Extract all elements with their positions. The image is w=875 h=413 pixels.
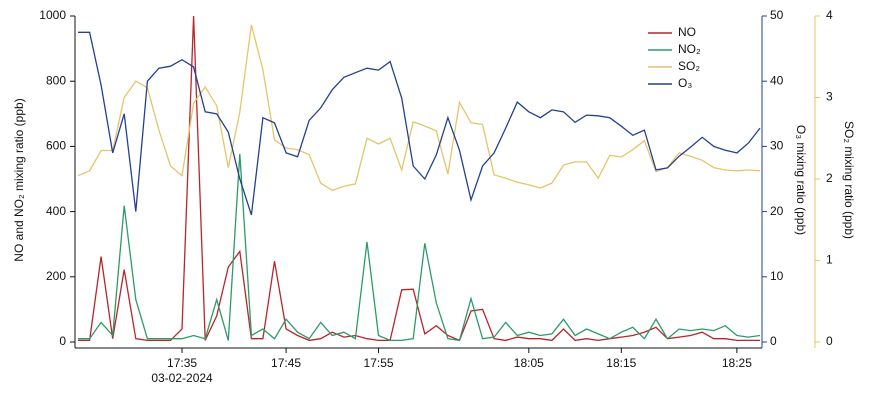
y2-axis-label: O₃ mixing ratio (ppb) <box>794 125 808 235</box>
y-axis-label: NO and NO₂ mixing ratio (ppb) <box>12 98 26 261</box>
series-line <box>78 15 760 342</box>
y3-tick-label: 1 <box>826 253 833 267</box>
legend-label: NO₂ <box>678 42 701 56</box>
x-tick-label: 17:55 <box>364 356 394 370</box>
y2-tick-label: 50 <box>770 8 784 22</box>
series-line <box>77 24 761 192</box>
y3-tick-label: 3 <box>826 90 833 104</box>
x-tick-label: 17:45 <box>271 356 301 370</box>
x-tick-label: 18:25 <box>722 356 752 370</box>
y2-tick-label: 30 <box>770 139 784 153</box>
y-tick-label: 800 <box>46 73 66 87</box>
y3-tick-label: 0 <box>826 334 833 348</box>
x-tick-label: 18:05 <box>514 356 544 370</box>
y3-tick-label: 2 <box>826 171 833 185</box>
series-line <box>78 31 761 216</box>
y2-tick-label: 10 <box>770 269 784 283</box>
y-tick-label: 400 <box>46 204 66 218</box>
y2-tick-label: 0 <box>770 334 777 348</box>
y3-tick-label: 4 <box>826 8 833 22</box>
y-tick-label: 1000 <box>39 8 66 22</box>
legend-label: NO <box>678 25 696 39</box>
y-tick-label: 200 <box>46 269 66 283</box>
x-tick-label: 18:15 <box>606 356 636 370</box>
date-label: 03-02-2024 <box>151 371 213 385</box>
series-line <box>78 153 761 342</box>
y3-axis-label: SO₂ mixing ratio (ppb) <box>842 121 856 239</box>
y2-tick-label: 40 <box>770 73 784 87</box>
y2-tick-label: 20 <box>770 204 784 218</box>
legend-label: SO₂ <box>678 59 700 73</box>
x-tick-label: 17:35 <box>167 356 197 370</box>
legend-label: O₃ <box>678 76 692 90</box>
y-tick-label: 600 <box>46 139 66 153</box>
y-tick-label: 0 <box>59 334 66 348</box>
